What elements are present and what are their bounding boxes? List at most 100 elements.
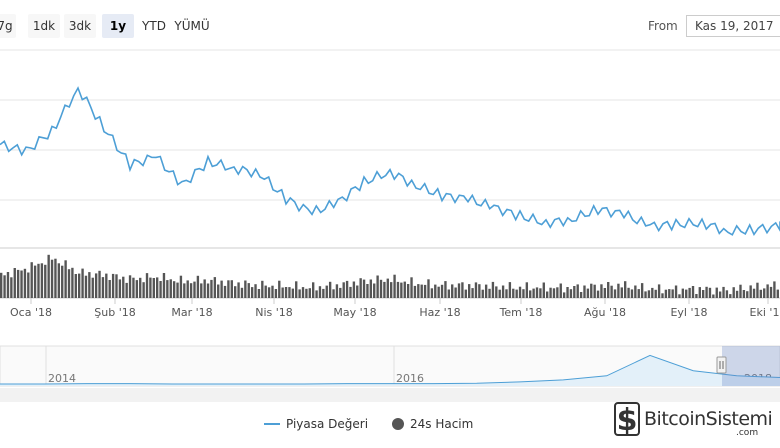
- volume-bar: [203, 279, 206, 298]
- legend-item-volume[interactable]: 24s Hacim: [392, 414, 473, 434]
- volume-bar: [244, 280, 247, 298]
- volume-bar: [559, 283, 562, 298]
- volume-bar: [254, 284, 257, 298]
- volume-bar: [644, 291, 647, 298]
- volume-bar: [535, 287, 539, 298]
- volume-bar: [223, 285, 227, 298]
- volume-bar: [47, 254, 50, 298]
- volume-bar: [278, 280, 281, 298]
- range-toolbar: 7g 1dk 3dk 1y YTD YÜMÜ From: [0, 0, 780, 44]
- market-chart: Oca '18 Şub '18 Mar '18 Nis '18 May '18 Haz '…: [0, 49, 780, 402]
- chart-grid: [0, 49, 780, 299]
- volume-bar: [763, 288, 766, 298]
- volume-bar: [54, 258, 57, 298]
- volume-bar: [206, 283, 210, 298]
- volume-bar: [250, 287, 254, 298]
- volume-bar: [512, 288, 515, 298]
- volume-bar: [451, 284, 454, 298]
- volume-bar: [10, 277, 13, 298]
- range-button-all[interactable]: YÜMÜ: [174, 19, 210, 33]
- volume-bar: [84, 275, 88, 298]
- volume-bar: [193, 281, 196, 298]
- volume-bar: [583, 285, 586, 298]
- volume-bar: [647, 290, 651, 298]
- volume-bar: [200, 283, 203, 298]
- volume-bar: [3, 275, 6, 298]
- volume-bar: [13, 268, 16, 298]
- range-button-1dk[interactable]: 1dk: [28, 14, 60, 38]
- volume-bar: [166, 280, 169, 298]
- volume-bar: [495, 286, 498, 298]
- volume-bar: [671, 289, 674, 298]
- volume-bar: [325, 285, 328, 298]
- volume-bar: [522, 289, 525, 298]
- volume-bar: [108, 280, 111, 298]
- volume-bar: [149, 277, 152, 298]
- range-button-3dk[interactable]: 3dk: [64, 14, 96, 38]
- range-button-1y[interactable]: 1y: [102, 14, 134, 38]
- site-logo: $ BitcoinSistemi .com: [614, 400, 780, 440]
- volume-bar: [464, 289, 467, 298]
- range-button-ytd[interactable]: YTD: [142, 19, 166, 33]
- volume-bar: [769, 286, 773, 298]
- volume-bar: [132, 277, 135, 298]
- volume-bar: [749, 285, 752, 298]
- volume-bar: [230, 280, 233, 298]
- volume-bar: [369, 279, 373, 298]
- volume-bar: [705, 286, 708, 298]
- volume-bar: [240, 287, 244, 298]
- volume-bar: [525, 282, 529, 298]
- volume-bar: [474, 282, 478, 298]
- volume-bar: [0, 272, 3, 298]
- volume-bar: [576, 284, 579, 298]
- navigator-handle[interactable]: [716, 356, 727, 374]
- volume-bar: [169, 279, 172, 298]
- volume-bar: [712, 294, 715, 298]
- volume-bar: [386, 278, 389, 298]
- range-button-7g[interactable]: 7g: [0, 14, 16, 38]
- legend-item-market-cap[interactable]: Piyasa Değeri: [264, 414, 368, 434]
- x-tick-label: Eyl '18: [670, 306, 707, 319]
- volume-bar: [640, 283, 644, 298]
- volume-bar: [281, 287, 284, 298]
- volume-bar: [335, 284, 339, 298]
- navigator-selection[interactable]: [722, 346, 780, 386]
- volume-bar: [579, 292, 583, 298]
- navigator-line: [0, 354, 780, 385]
- volume-bar: [664, 289, 668, 298]
- volume-bar: [359, 278, 362, 298]
- logo-tld: .com: [736, 428, 759, 438]
- volume-bar: [128, 275, 132, 298]
- volume-bar: [739, 284, 742, 298]
- x-axis-ticks: Oca '18 Şub '18 Mar '18 Nis '18 May '18 Haz '…: [10, 298, 780, 319]
- volume-bar: [376, 275, 379, 298]
- volume-bar: [552, 288, 556, 298]
- volume-bar: [691, 286, 695, 298]
- volume-bar: [478, 284, 481, 298]
- navigator: 201420162018: [0, 345, 780, 402]
- volume-bar: [746, 291, 749, 298]
- volume-bar: [573, 286, 576, 298]
- legend-label-volume: 24s Hacim: [410, 417, 474, 431]
- volume-bar: [186, 280, 189, 298]
- volume-bar: [725, 290, 729, 298]
- volume-bar: [396, 281, 400, 298]
- volume-bar: [383, 281, 386, 298]
- from-date-input[interactable]: [686, 15, 780, 37]
- volume-bar: [172, 281, 176, 298]
- volume-bar: [125, 282, 128, 298]
- x-tick-label: Haz '18: [419, 306, 460, 319]
- volume-bar: [318, 286, 322, 298]
- volume-bar: [301, 287, 305, 298]
- volume-bar: [342, 282, 345, 298]
- market-cap-line: [0, 86, 780, 237]
- volume-bar: [6, 272, 10, 298]
- logo-name: BitcoinSistemi: [644, 408, 773, 430]
- volume-bar: [654, 289, 657, 298]
- volume-bar: [295, 281, 298, 298]
- volume-bar: [189, 283, 193, 298]
- volume-bar: [488, 288, 491, 298]
- volume-bar: [586, 288, 590, 298]
- volume-bar: [403, 281, 406, 298]
- volume-bar: [444, 281, 447, 298]
